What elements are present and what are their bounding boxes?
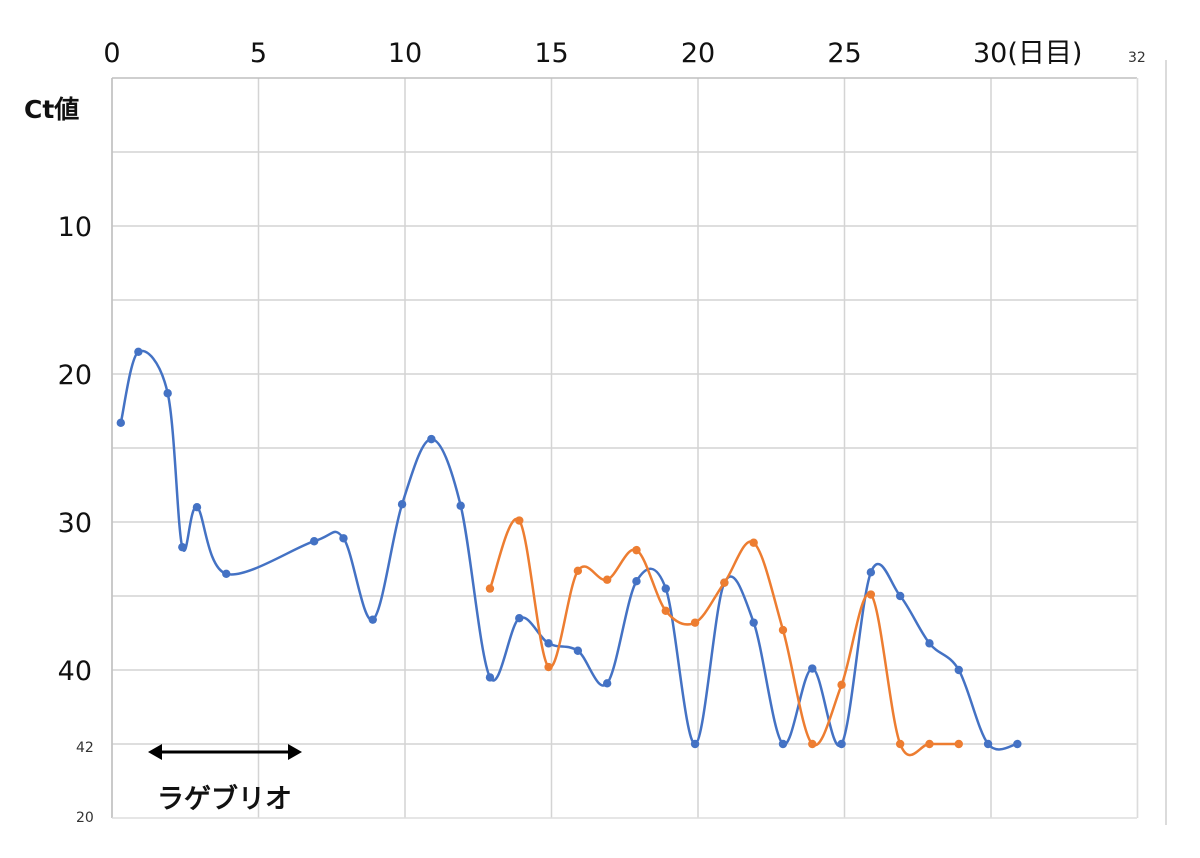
series-2-point — [515, 516, 524, 525]
y-tick-label: 30 — [58, 508, 92, 539]
x-tick-label: 10 — [388, 38, 422, 69]
x-tick-label: 30(日目) — [973, 38, 1082, 69]
series-1-point — [116, 418, 125, 428]
series-1-line — [119, 349, 1018, 751]
series-1-point — [178, 542, 187, 552]
series-1-point — [690, 739, 700, 749]
series-1-point — [485, 673, 495, 682]
data-series — [116, 347, 1022, 757]
series-1-point — [222, 569, 231, 578]
edge-label-bottom-left-2: 20 — [76, 810, 94, 826]
y-tick-label: 10 — [58, 212, 92, 243]
edge-label-bottom-left-1: 42 — [76, 740, 94, 756]
series-2-point — [690, 618, 700, 627]
series-2-point — [895, 739, 905, 749]
series-2-point — [749, 538, 758, 547]
grid-lines — [111, 78, 1139, 819]
series-2-point — [778, 625, 788, 635]
series-1 — [116, 347, 1022, 751]
series-1-point — [983, 739, 993, 749]
series-1-point — [163, 389, 172, 398]
series-1-point — [368, 615, 377, 624]
series-1-point — [602, 679, 612, 688]
drug-annotation: ラゲブリオ — [148, 744, 302, 815]
series-1-point — [397, 500, 407, 509]
x-tick-label: 5 — [250, 38, 267, 69]
series-1-point — [954, 665, 963, 675]
series-1-point — [925, 639, 934, 648]
y-tick-label: 20 — [58, 360, 92, 391]
series-2-point — [954, 739, 963, 749]
series-1-point — [1013, 739, 1022, 749]
series-2-point — [720, 578, 729, 587]
series-1-point — [895, 591, 905, 601]
series-1-point — [632, 577, 641, 586]
series-2-point — [866, 590, 876, 599]
series-1-point — [808, 664, 817, 673]
series-1-point — [339, 534, 348, 543]
x-tick-label: 20 — [681, 38, 715, 69]
x-tick-label: 0 — [103, 38, 120, 69]
series-1-point — [192, 503, 202, 512]
series-2-point — [602, 575, 612, 584]
annotation-arrow-right-head — [288, 744, 302, 760]
series-2-point — [573, 566, 583, 576]
edge-label-top-right: 32 — [1128, 50, 1146, 66]
x-tick-label: 15 — [534, 38, 568, 69]
series-2-point — [925, 739, 934, 749]
series-2-point — [632, 545, 641, 555]
series-1-point — [134, 347, 143, 356]
series-2-point — [837, 680, 846, 689]
y-axis-label: Ct値 — [24, 95, 79, 124]
series-2-point — [544, 662, 553, 672]
series-1-point — [749, 618, 758, 627]
series-1-point — [544, 639, 553, 648]
series-1-point — [573, 646, 583, 655]
tick-labels: 0 5 10 15 20 25 30(日目) 10 20 30 40 — [58, 38, 1083, 687]
series-1-point — [866, 568, 876, 577]
series-2-point — [808, 739, 817, 749]
series-2-line — [488, 517, 959, 757]
series-1-point — [515, 614, 524, 623]
series-2-point — [661, 606, 670, 615]
series-1-point — [456, 501, 465, 510]
series-2-point — [485, 584, 495, 593]
series-2 — [485, 516, 963, 757]
axes — [111, 60, 1167, 825]
series-1-point — [661, 584, 670, 593]
series-1-point — [837, 739, 846, 749]
y-tick-label: 40 — [58, 656, 92, 687]
annotation-arrow-left-head — [148, 744, 162, 760]
series-1-point — [778, 739, 788, 749]
x-tick-label: 25 — [827, 38, 861, 69]
series-1-point — [427, 434, 436, 444]
series-1-point — [309, 537, 319, 546]
annotation-label: ラゲブリオ — [157, 783, 292, 815]
